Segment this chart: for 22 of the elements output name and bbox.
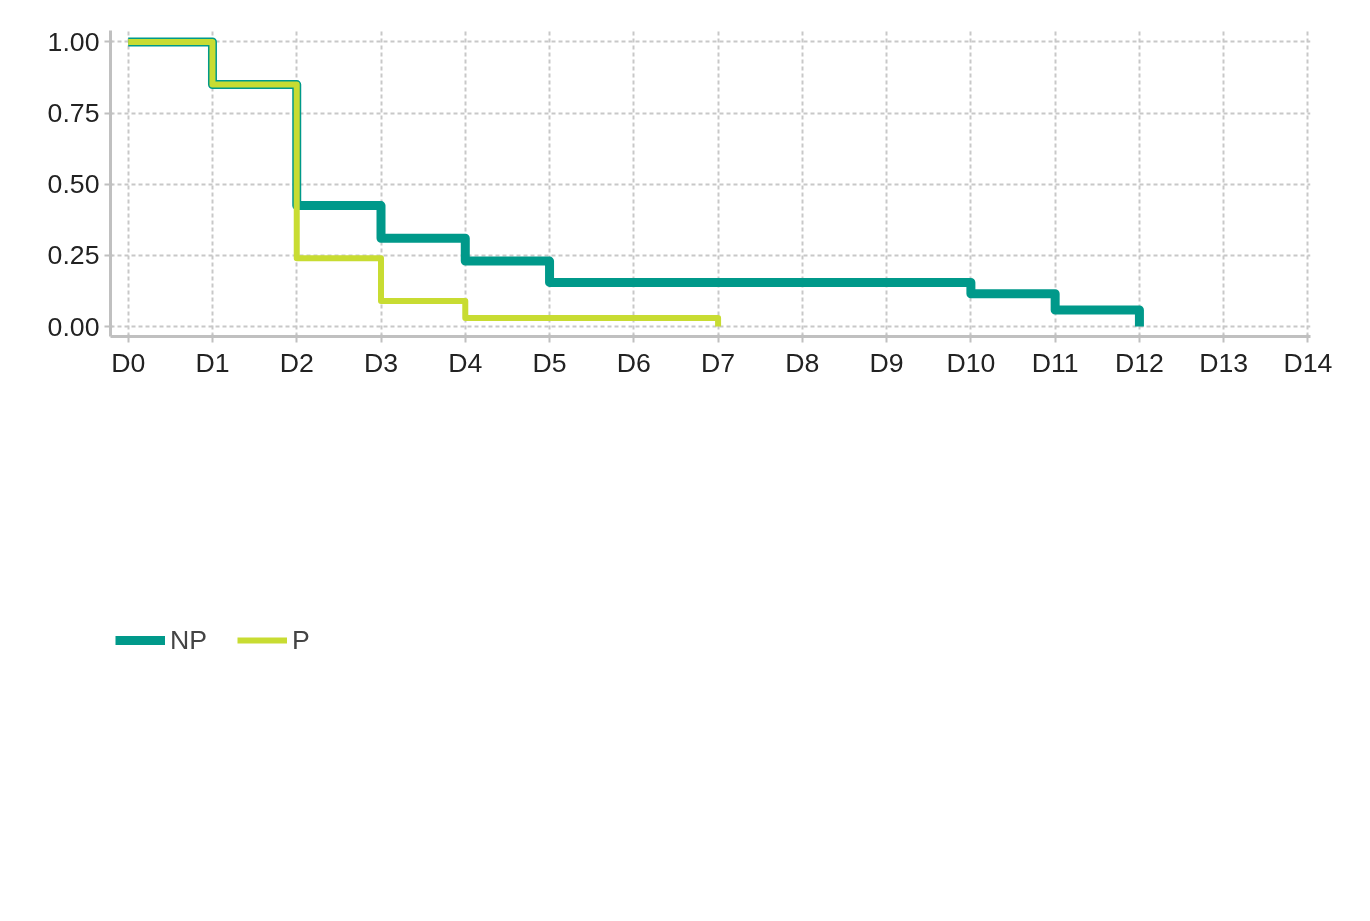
x-tick-label: D5 (532, 347, 567, 378)
x-tick-label: D7 (701, 347, 736, 378)
y-tick-label: 0.25 (47, 240, 100, 271)
x-tick-label: D13 (1199, 347, 1249, 378)
x-tick-label: D14 (1283, 347, 1333, 378)
x-tick-label: D2 (279, 347, 314, 378)
x-tick-label: D1 (195, 347, 230, 378)
x-tick-label: D3 (363, 347, 399, 378)
legend-label: NP (170, 624, 208, 656)
y-tick-label: 1.00 (47, 26, 100, 57)
x-tick-label: D9 (869, 347, 904, 378)
y-tick-label: 0.00 (47, 311, 100, 342)
y-tick-label: 0.75 (47, 98, 100, 129)
x-tick-label: D6 (616, 347, 651, 378)
legend-label: P (292, 624, 311, 656)
x-tick-label: D4 (448, 347, 483, 378)
y-tick-label: 0.50 (47, 169, 100, 200)
x-tick-label: D11 (1031, 347, 1079, 378)
x-tick-label: D0 (111, 347, 146, 378)
x-tick-label: D12 (1114, 347, 1164, 378)
x-tick-label: D10 (946, 347, 996, 378)
x-tick-label: D8 (785, 347, 820, 378)
